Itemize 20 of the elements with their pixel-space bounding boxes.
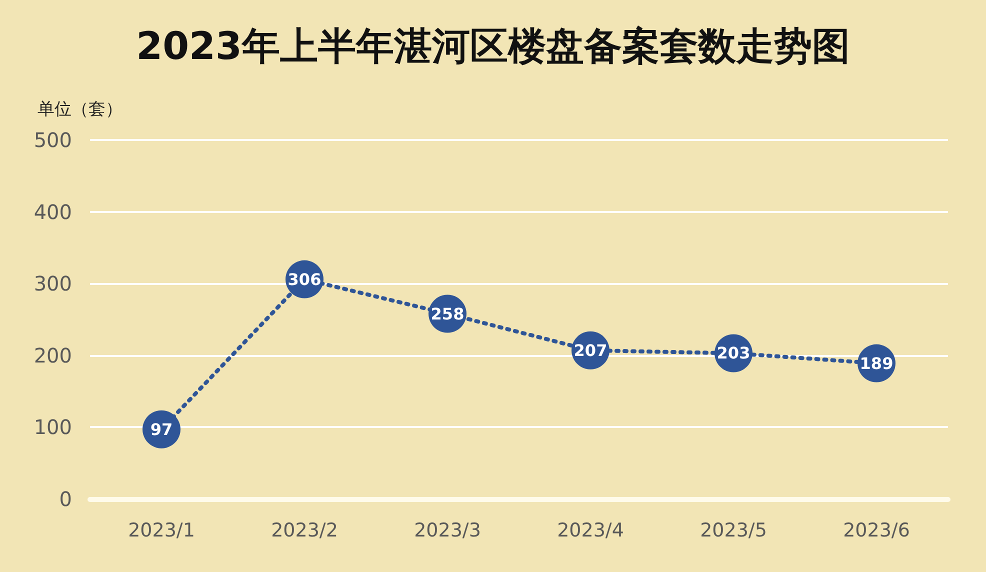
y-tick-label: 500 [34, 128, 72, 152]
y-tick-label: 0 [59, 487, 72, 511]
x-tick-label: 2023/4 [557, 520, 624, 542]
data-label: 97 [150, 420, 173, 439]
x-tick-label: 2023/6 [843, 520, 910, 542]
y-axis-title: 单位（套） [38, 100, 122, 120]
data-label: 306 [288, 270, 322, 289]
x-tick-label: 2023/3 [414, 520, 481, 542]
x-tick-label: 2023/5 [700, 520, 767, 542]
data-label: 258 [430, 304, 464, 324]
data-label: 207 [574, 340, 608, 360]
y-tick-label: 400 [34, 200, 72, 224]
x-tick-label: 2023/1 [128, 520, 195, 542]
data-label: 203 [716, 344, 750, 363]
y-tick-label: 300 [34, 272, 72, 296]
y-tick-label: 200 [34, 343, 72, 368]
x-tick-label: 2023/2 [271, 520, 338, 542]
chart-title: 2023年上半年湛河区楼盘备案套数走势图 [136, 24, 850, 68]
y-tick-label: 100 [34, 415, 72, 440]
data-label: 189 [860, 354, 894, 373]
